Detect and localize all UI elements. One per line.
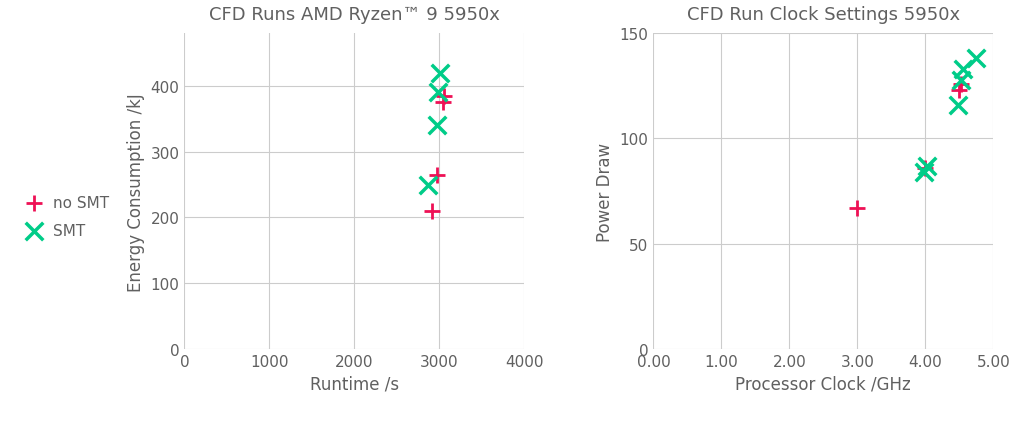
X-axis label: Runtime /s: Runtime /s bbox=[309, 375, 398, 393]
Point bbox=[432, 70, 449, 77]
Point bbox=[954, 66, 971, 73]
Point bbox=[435, 100, 452, 106]
Point bbox=[919, 163, 935, 170]
Point bbox=[424, 208, 440, 215]
Point bbox=[952, 77, 969, 84]
Point bbox=[915, 170, 932, 176]
Title: CFD Run Clock Settings 5950x: CFD Run Clock Settings 5950x bbox=[687, 6, 959, 24]
Point bbox=[430, 90, 446, 97]
Point bbox=[849, 205, 865, 212]
Point bbox=[949, 102, 966, 109]
Point bbox=[428, 172, 444, 178]
Y-axis label: Energy Consumption /kJ: Energy Consumption /kJ bbox=[127, 92, 145, 291]
Y-axis label: Power Draw: Power Draw bbox=[596, 142, 614, 241]
Point bbox=[428, 123, 444, 130]
Legend: no SMT, SMT: no SMT, SMT bbox=[15, 193, 113, 241]
Point bbox=[918, 165, 934, 172]
Point bbox=[968, 56, 984, 63]
Title: CFD Runs AMD Ryzen™ 9 5950x: CFD Runs AMD Ryzen™ 9 5950x bbox=[209, 6, 500, 24]
Point bbox=[952, 81, 969, 88]
Point bbox=[420, 182, 436, 189]
Point bbox=[436, 93, 453, 100]
X-axis label: Processor Clock /GHz: Processor Clock /GHz bbox=[735, 375, 911, 393]
Point bbox=[951, 87, 968, 94]
